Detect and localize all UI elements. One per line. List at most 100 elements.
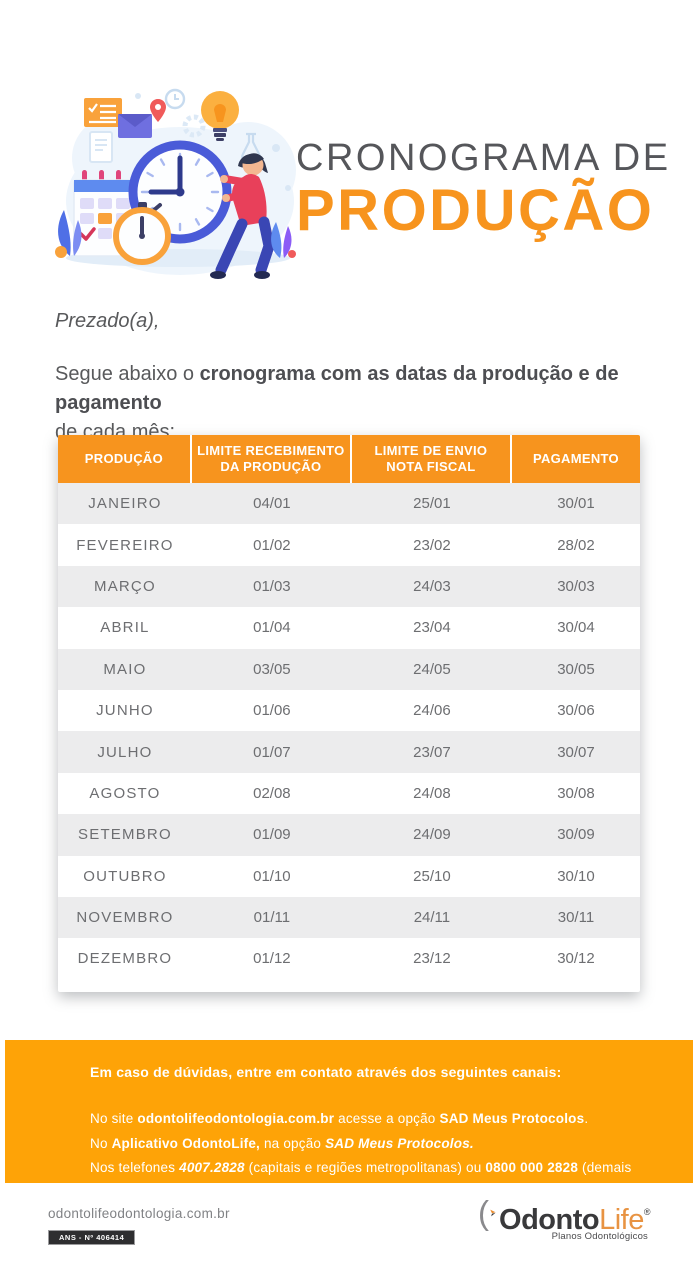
date-cell: 30/04 bbox=[557, 619, 595, 637]
date-cell: 23/04 bbox=[413, 619, 451, 637]
date-cell: 01/02 bbox=[253, 536, 291, 554]
date-cell: 30/09 bbox=[557, 826, 595, 844]
date-cell: 02/08 bbox=[253, 784, 291, 802]
title-line-2: PRODUÇÃO bbox=[296, 178, 655, 243]
column-header-3: LIMITE DE ENVIO NOTA FISCAL bbox=[352, 435, 512, 483]
month-cell: NOVEMBRO bbox=[76, 909, 174, 927]
table-row: SETEMBRO 01/09 24/09 30/09 bbox=[58, 814, 640, 856]
contact-heading: Em caso de dúvidas, entre em contato atr… bbox=[90, 1064, 562, 1080]
date-cell: 30/03 bbox=[557, 577, 595, 595]
column-header-4: PAGAMENTO bbox=[532, 451, 619, 466]
gear-icon bbox=[182, 114, 206, 138]
date-cell: 28/02 bbox=[557, 536, 595, 554]
date-cell: 24/11 bbox=[413, 909, 451, 927]
table-row: AGOSTO 02/08 24/08 30/08 bbox=[58, 773, 640, 814]
date-cell: 30/07 bbox=[557, 743, 595, 761]
date-cell: 30/01 bbox=[557, 495, 595, 513]
column-header-1: PRODUÇÃO bbox=[58, 435, 192, 483]
contact-line: No Aplicativo OdontoLife, na opção SAD M… bbox=[90, 1135, 474, 1151]
greeting-text: Prezado(a), bbox=[55, 310, 160, 332]
month-cell: JANEIRO bbox=[88, 495, 162, 513]
column-header-2: LIMITE RECEBIMENTO DA PRODUÇÃO bbox=[192, 435, 352, 483]
date-cell: 03/05 bbox=[253, 660, 291, 678]
date-cell: 24/05 bbox=[413, 660, 451, 678]
table-row: FEVEREIRO 01/02 23/02 28/02 bbox=[58, 524, 640, 565]
date-cell: 24/08 bbox=[413, 784, 451, 802]
date-cell: 01/11 bbox=[253, 909, 291, 927]
date-cell: 01/06 bbox=[253, 702, 291, 720]
logo-paren-symbol: ( bbox=[478, 1194, 489, 1231]
logo-word-orange: Life bbox=[599, 1204, 644, 1236]
registered-mark: ® bbox=[643, 1207, 651, 1217]
date-cell: 23/07 bbox=[413, 743, 451, 761]
paper-icon bbox=[89, 131, 113, 163]
stopwatch-icon bbox=[113, 202, 171, 265]
date-cell: 30/12 bbox=[557, 950, 595, 968]
odontolife-logo: ( OdontoLife® Planos Odontológicos bbox=[478, 1194, 651, 1243]
date-cell: 01/03 bbox=[253, 577, 291, 595]
plant-right bbox=[271, 222, 296, 258]
table-row: JUNHO 01/06 24/06 30/06 bbox=[58, 690, 640, 731]
table-row: DEZEMBRO 01/12 23/12 30/12 bbox=[58, 938, 640, 979]
envelope-icon bbox=[118, 114, 152, 138]
date-cell: 30/06 bbox=[557, 702, 595, 720]
lightbulb-icon bbox=[201, 91, 239, 141]
month-cell: JULHO bbox=[97, 743, 153, 761]
date-cell: 30/05 bbox=[557, 660, 595, 678]
month-cell: DEZEMBRO bbox=[77, 950, 173, 968]
title-line-1: CRONOGRAMA DE bbox=[296, 137, 671, 179]
contact-line: Nos telefones 4007.2828 (capitais e regi… bbox=[90, 1160, 632, 1200]
month-cell: SETEMBRO bbox=[78, 826, 172, 844]
contact-line: No site odontolifeodontologia.com.br ace… bbox=[90, 1111, 589, 1126]
table-row: JANEIRO 04/01 25/01 30/01 bbox=[58, 483, 640, 525]
date-cell: 01/09 bbox=[253, 826, 291, 844]
table-row: OUTUBRO 01/10 25/10 30/10 bbox=[58, 856, 640, 897]
month-cell: AGOSTO bbox=[89, 784, 161, 802]
month-cell: FEVEREIRO bbox=[76, 536, 174, 554]
table-row: NOVEMBRO 01/11 24/11 30/11 bbox=[58, 896, 640, 939]
month-cell: MAIO bbox=[103, 660, 147, 678]
plant-left bbox=[55, 210, 82, 258]
contact-box: Em caso de dúvidas, entre em contato atr… bbox=[5, 1040, 693, 1200]
date-cell: 30/11 bbox=[557, 909, 595, 927]
odontolife-logo-icon bbox=[490, 1209, 496, 1217]
person-figure bbox=[210, 153, 275, 279]
sticky-note-icon bbox=[84, 98, 122, 127]
date-cell: 23/12 bbox=[413, 950, 451, 968]
table-header-row: PRODUÇÃO LIMITE RECEBIMENTO DA PRODUÇÃO LIM… bbox=[58, 435, 640, 483]
logo-wordmark: OdontoLife® bbox=[499, 1196, 650, 1236]
table-row: JULHO 01/07 23/07 30/07 bbox=[58, 731, 640, 773]
schedule-table: PRODUÇÃO LIMITE RECEBIMENTO DA PRODUÇÃO LIM… bbox=[58, 435, 640, 992]
intro-paragraph: Segue abaixo o cronograma com as datas d… bbox=[55, 360, 655, 447]
date-cell: 23/02 bbox=[413, 536, 451, 554]
date-cell: 24/03 bbox=[413, 577, 451, 595]
table-row: MARÇO 01/03 24/03 30/03 bbox=[58, 565, 640, 608]
page-title: CRONOGRAMA DE PRODUÇÃO bbox=[296, 136, 671, 242]
location-pin-icon bbox=[150, 99, 166, 122]
table-body: JANEIRO 04/01 25/01 30/01 FEVEREIRO 01/02 23/0… bbox=[58, 483, 640, 980]
date-cell: 25/01 bbox=[413, 495, 451, 513]
logo-word-dark: Odonto bbox=[499, 1204, 600, 1236]
table-row: MAIO 03/05 24/05 30/05 bbox=[58, 648, 640, 690]
date-cell: 30/10 bbox=[557, 867, 595, 885]
month-cell: JUNHO bbox=[96, 702, 154, 720]
date-cell: 25/10 bbox=[413, 867, 451, 885]
ans-registration-badge: ANS - Nº 406414 bbox=[48, 1230, 136, 1245]
date-cell: 24/09 bbox=[413, 826, 451, 844]
date-cell: 24/06 bbox=[413, 702, 451, 720]
logo-tagline: Planos Odontológicos bbox=[551, 1231, 648, 1242]
table-row: ABRIL 01/04 23/04 30/04 bbox=[58, 607, 640, 648]
small-clock-icon bbox=[164, 88, 186, 110]
month-cell: OUTUBRO bbox=[83, 867, 167, 885]
footer-website: odontolifeodontologia.com.br bbox=[48, 1206, 230, 1221]
intro-bold: cronograma com as datas da produção e de… bbox=[55, 363, 619, 414]
date-cell: 01/10 bbox=[253, 867, 291, 885]
date-cell: 01/12 bbox=[253, 950, 291, 968]
date-cell: 01/07 bbox=[253, 743, 291, 761]
date-cell: 30/08 bbox=[557, 784, 595, 802]
month-cell: ABRIL bbox=[100, 619, 150, 637]
contact-lines: No site odontolifeodontologia.com.br ace… bbox=[90, 1107, 653, 1205]
illustration-clock-calendar bbox=[55, 88, 296, 279]
month-cell: MARÇO bbox=[94, 577, 156, 595]
